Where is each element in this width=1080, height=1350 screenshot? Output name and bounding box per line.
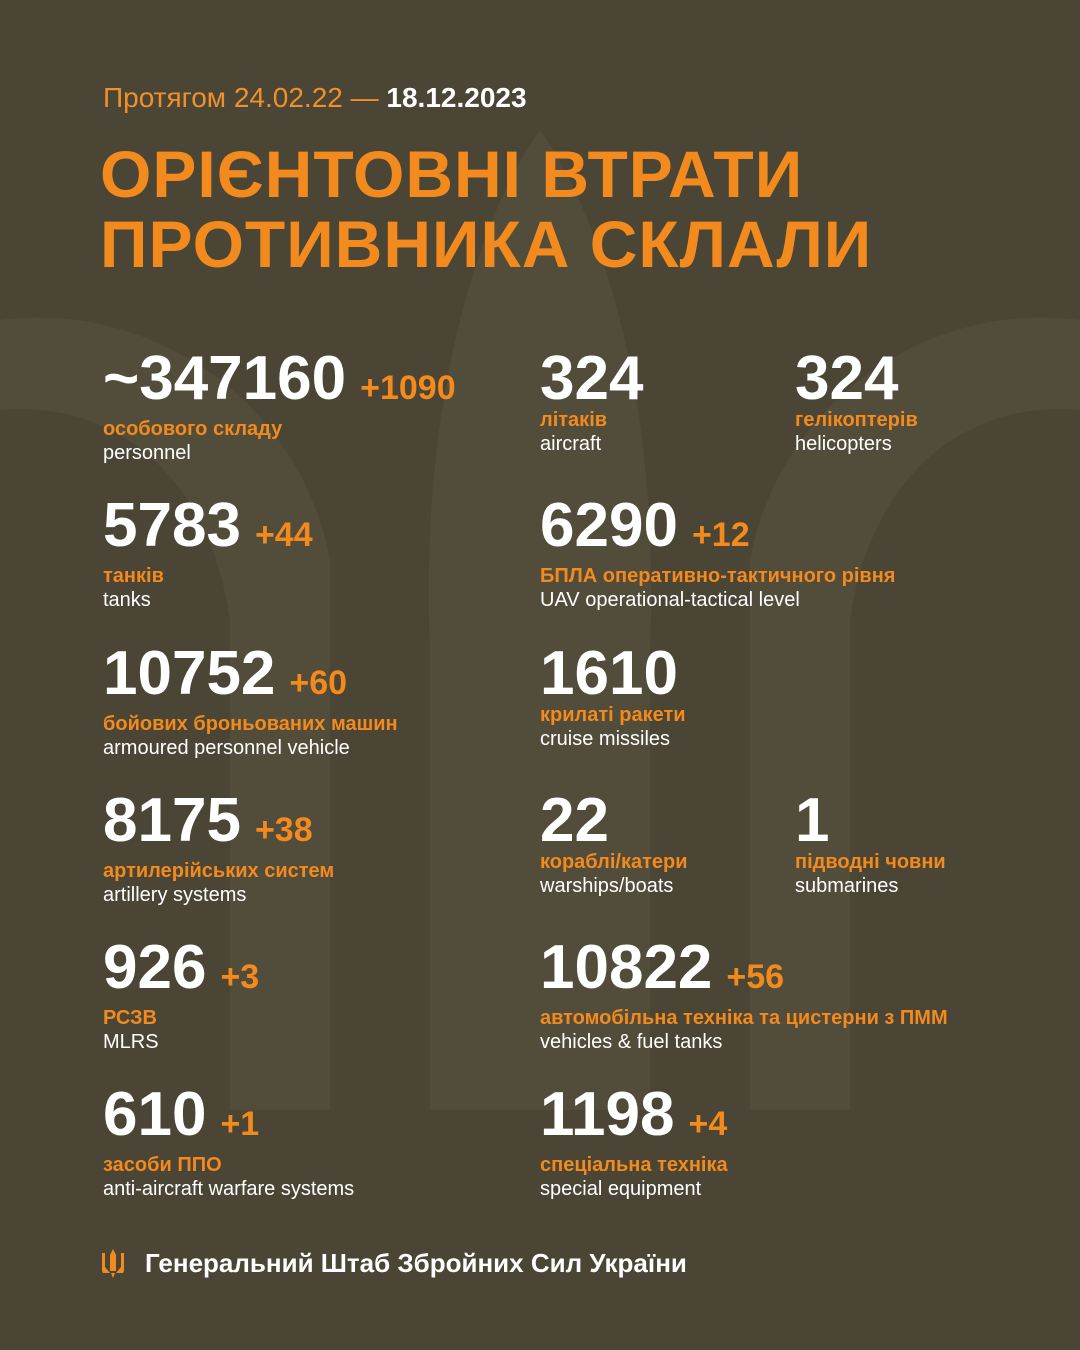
stat-row: 1198 +4	[540, 1084, 728, 1155]
stat-label: автомобільна техніка та цистерни з ПММ	[540, 1007, 948, 1029]
stat-row: 5783 +44	[103, 495, 313, 566]
stat: 8175 +38 артилерійських систем artillery sy…	[103, 790, 334, 907]
stat-label-en: MLRS	[103, 1031, 159, 1053]
stat-label: особового складу	[103, 418, 283, 440]
stat-label: підводні човни	[795, 851, 946, 873]
stat-row: 8175 +38	[103, 790, 334, 861]
stat-label: гелікоптерів	[795, 409, 918, 431]
stat: 10752 +60 бойових броньованих машин armoure…	[103, 643, 398, 760]
stat: 926 +3 РСЗВ MLRS	[103, 937, 259, 1054]
stat: 22 кораблі/катери warships/boats	[540, 790, 688, 898]
stat: 6290 +12 БПЛА оперативно-тактичного рівня U…	[540, 495, 895, 612]
stat-value: 324	[795, 344, 899, 413]
stat-label-en: helicopters	[795, 433, 892, 455]
trident-icon	[102, 1249, 124, 1278]
stat: 610 +1 засоби ППО anti-aircraft warfare sys…	[103, 1084, 354, 1201]
stat-delta: +44	[254, 516, 313, 554]
stat-delta: +4	[688, 1105, 728, 1143]
stat-label: кораблі/катери	[540, 851, 688, 873]
stat-value: 324	[540, 344, 644, 413]
stat-delta: +1090	[360, 369, 456, 407]
stat-delta: +38	[254, 811, 313, 849]
stat-row: ~347160 +1090	[103, 348, 456, 419]
stat-label: РСЗВ	[103, 1007, 157, 1029]
stat-row: 10822 +56	[540, 937, 948, 1008]
stat-value: 1610	[540, 639, 678, 708]
stat-label: літаків	[540, 409, 608, 431]
stat: ~347160 +1090 особового складу personnel	[103, 348, 456, 465]
stat: 324 гелікоптерів helicopters	[795, 348, 918, 456]
stat-value: 1198	[540, 1080, 675, 1149]
stat-row: 610 +1	[103, 1084, 354, 1155]
stat-label: артилерійських систем	[103, 860, 335, 882]
stat-label-en: vehicles & fuel tanks	[540, 1031, 723, 1053]
period-text: Протягом 24.02.22 —	[103, 82, 379, 113]
stat: 324 літаків aircraft	[540, 348, 643, 456]
title-line: ОРІЄНТОВНІ ВТРАТИ	[100, 137, 804, 211]
stat-value: 5783	[103, 491, 241, 560]
period: Протягом 24.02.22 — 18.12.2023	[103, 82, 527, 114]
stat: 5783 +44 танків tanks	[103, 495, 313, 612]
stat-value: 926	[103, 933, 207, 1002]
stat-label-en: personnel	[103, 442, 191, 464]
stat: 1 підводні човни submarines	[795, 790, 946, 898]
stat-row: 1	[795, 790, 946, 852]
stat: 1198 +4 спеціальна техніка special equipmen…	[540, 1084, 728, 1201]
stat-value: 610	[103, 1080, 207, 1149]
stat-label-en: cruise missiles	[540, 728, 671, 750]
stat-label: спеціальна техніка	[540, 1154, 728, 1176]
stat-label: танків	[103, 565, 164, 587]
stat-delta: +12	[691, 516, 750, 554]
stat-label-en: submarines	[795, 875, 899, 897]
stat-value: 1	[795, 786, 830, 855]
footer: Генеральний Штаб Збройних Сил України	[145, 1248, 687, 1278]
stat-label-en: UAV operational-tactical level	[540, 589, 800, 611]
stat-value: 10822	[540, 933, 713, 1002]
stat-label-en: special equipment	[540, 1178, 702, 1200]
stat-label-en: artillery systems	[103, 884, 247, 906]
stat-value: 22	[540, 786, 609, 855]
stat-row: 22	[540, 790, 688, 852]
date: 18.12.2023	[386, 82, 527, 113]
stat-row: 926 +3	[103, 937, 259, 1008]
stat-row: 6290 +12	[540, 495, 895, 566]
stat-row: 324	[795, 348, 918, 410]
stat-label-en: armoured personnel vehicle	[103, 737, 350, 759]
stat-delta: +56	[726, 958, 785, 996]
stat-delta: +1	[220, 1105, 260, 1143]
stat-label: БПЛА оперативно-тактичного рівня	[540, 565, 896, 587]
stat-value: 8175	[103, 786, 241, 855]
stat-delta: +3	[220, 958, 260, 996]
stat-row: 1610	[540, 643, 686, 705]
stat-label-en: aircraft	[540, 433, 602, 455]
stat-value: ~347160	[103, 344, 347, 413]
stat-label-en: warships/boats	[540, 875, 674, 897]
stat-row: 10752 +60	[103, 643, 398, 714]
stat-label: бойових броньованих машин	[103, 713, 398, 735]
stat-label-en: anti-aircraft warfare systems	[103, 1178, 355, 1200]
stat-row: 324	[540, 348, 643, 410]
stat-label-en: tanks	[103, 589, 151, 611]
stat-label: засоби ППО	[103, 1154, 222, 1176]
title-line: ПРОТИВНИКА СКЛАЛИ	[100, 207, 873, 281]
stat-value: 6290	[540, 491, 678, 560]
stat: 10822 +56 автомобільна техніка та цистерни…	[540, 937, 948, 1054]
stat-label: крилаті ракети	[540, 704, 686, 726]
stat: 1610 крилаті ракети cruise missiles	[540, 643, 686, 751]
stat-value: 10752	[103, 639, 276, 708]
stat-delta: +60	[289, 664, 348, 702]
